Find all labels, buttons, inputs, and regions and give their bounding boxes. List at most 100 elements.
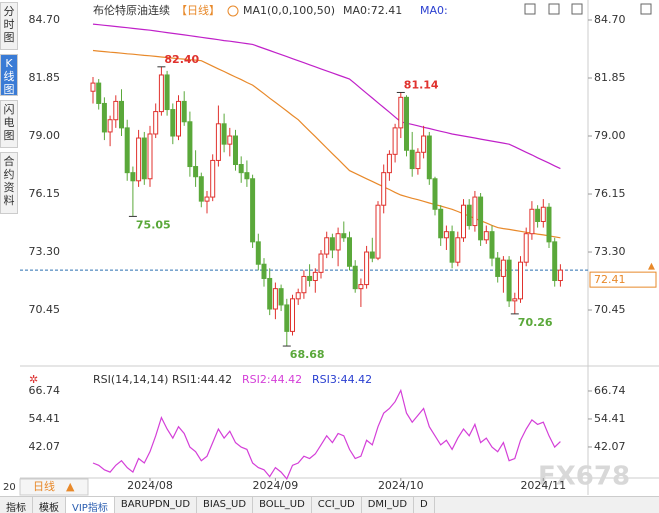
icon[interactable] (548, 3, 560, 15)
candle-body (404, 96, 409, 151)
candle-body (535, 208, 541, 222)
side-tab[interactable]: 分时图 (0, 2, 18, 50)
last-price-label: 72.41 (594, 273, 626, 286)
candle-body (552, 241, 558, 282)
candle-body (170, 109, 176, 137)
side-tab[interactable]: 合约资料 (0, 152, 18, 214)
rsi-legend: RSI2:44.42 (242, 373, 302, 386)
candle-body (443, 231, 449, 239)
peak-label: 70.26 (518, 316, 553, 329)
candle-body (221, 123, 227, 145)
candle-body (164, 74, 170, 111)
icon[interactable] (640, 3, 652, 15)
candle-body (324, 237, 330, 255)
side-tab[interactable]: K线图 (0, 54, 18, 96)
last-price-box (589, 271, 657, 288)
period-label[interactable]: 【日线】 (176, 3, 220, 17)
candle-body (335, 233, 341, 251)
candle-body (529, 208, 535, 235)
candle-body (312, 271, 318, 282)
period-button-bg[interactable] (19, 478, 89, 496)
candle-body (187, 121, 193, 168)
candle-body (119, 100, 124, 129)
candle-body (238, 164, 244, 174)
bottom-tab[interactable]: DMI_UD (362, 497, 415, 513)
candle-body (244, 172, 250, 180)
icon[interactable] (524, 3, 536, 15)
candle-body (181, 100, 187, 123)
candle-body (176, 100, 181, 137)
bottom-tab[interactable]: CCI_UD (312, 497, 362, 513)
candle-body (295, 292, 301, 300)
candle-body (272, 288, 278, 310)
candle-body (500, 259, 506, 277)
candle-body (364, 251, 370, 286)
candle-body (198, 176, 204, 202)
y-tick-label-right: 70.45 (594, 303, 626, 316)
ma-line (92, 23, 561, 170)
period-button[interactable]: 日线 (33, 479, 55, 493)
candle-body (141, 137, 147, 180)
candle-body (233, 135, 238, 166)
candle-body (107, 119, 113, 133)
indicator-label: MA1(0,0,100,50) (243, 4, 335, 17)
candle-body (96, 82, 102, 104)
candle-body (113, 100, 119, 121)
watermark: FX678 (538, 462, 630, 492)
candle-body (124, 127, 130, 174)
candle-body (347, 237, 352, 267)
bottom-tab[interactable]: BOLL_UD (253, 497, 312, 513)
y-tick-label-right: 76.15 (594, 187, 626, 200)
candle-body (318, 253, 324, 273)
candle-body (301, 275, 307, 294)
bottom-tab[interactable]: 模板 (33, 497, 66, 513)
candle-body (204, 196, 210, 202)
rsi-title: RSI(14,14,14) (93, 373, 168, 386)
rsi-line (92, 388, 561, 481)
add-icon[interactable] (227, 5, 239, 17)
candle-body (210, 159, 216, 198)
toolbar-icons (524, 3, 652, 15)
candle-body (261, 263, 267, 279)
x-tick-label: 2024/11 (520, 479, 566, 492)
candle-body (461, 204, 466, 239)
bottom-tab[interactable]: D (414, 497, 435, 513)
bottom-tab[interactable]: BIAS_UD (197, 497, 254, 513)
candle-body (438, 208, 444, 239)
bottom-tab[interactable]: VIP指标 (66, 497, 115, 513)
bottom-tab[interactable]: BARUPDN_UD (115, 497, 198, 513)
candle-body (375, 204, 381, 259)
side-tab[interactable]: 闪电图 (0, 100, 18, 148)
period-arrow[interactable]: ▲ (66, 480, 75, 493)
candle-body (227, 135, 233, 145)
candle-body (352, 265, 358, 290)
candle-body (495, 257, 501, 277)
peak-label: 82.40 (164, 53, 199, 66)
candle-body (130, 172, 136, 182)
bottom-tab[interactable]: 指标 (0, 497, 33, 513)
candle-body (329, 237, 335, 251)
candle-body (472, 196, 478, 227)
candle-body (90, 82, 96, 92)
y-tick-label: 84.70 (29, 13, 61, 26)
candle-body (506, 259, 512, 302)
candle-body (523, 233, 529, 263)
x-tick-label: 2024/10 (378, 479, 424, 492)
icon[interactable] (571, 3, 583, 15)
candle-body (255, 241, 261, 265)
candle-body (358, 284, 364, 290)
rsi-tick-label: 54.41 (29, 412, 61, 425)
candle-body (369, 251, 375, 259)
candle-body (483, 231, 489, 241)
rsi-icon[interactable]: ✲ (29, 373, 38, 386)
candle-body (455, 237, 461, 263)
candle-body (449, 231, 455, 263)
candle-body (386, 153, 392, 174)
candle-body (415, 151, 421, 170)
rsi-tick-label-right: 66.74 (594, 384, 626, 397)
candle-body (215, 123, 221, 161)
peak-label: 81.14 (404, 78, 439, 91)
candle-body (381, 172, 387, 206)
